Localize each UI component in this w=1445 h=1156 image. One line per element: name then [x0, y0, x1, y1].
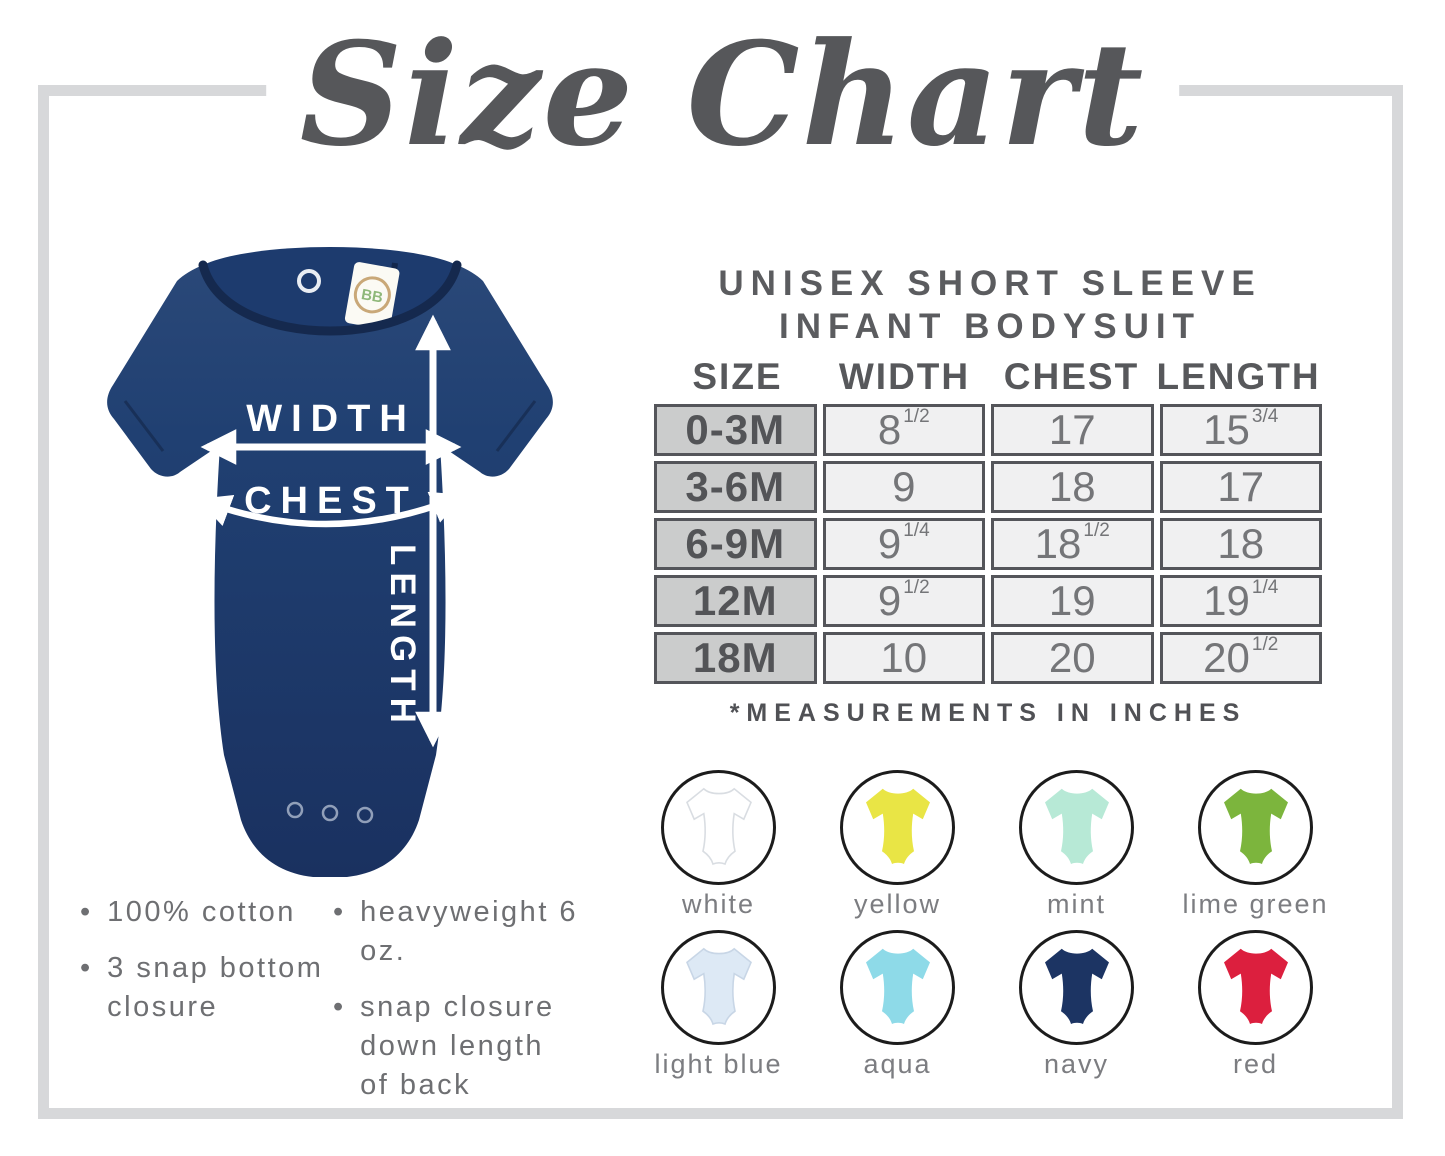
swatch-label: yellow [853, 889, 942, 919]
bodysuit-icon [865, 948, 930, 1024]
swatch-circle [1019, 770, 1134, 885]
bullet-dot: • [333, 991, 344, 1023]
measure-cell: 17 [991, 404, 1154, 456]
measure-cell: 10 [822, 632, 985, 684]
swatch-circle [840, 930, 955, 1045]
column-header-chest: CHEST [1003, 356, 1140, 397]
product-heading: UNISEX SHORT SLEEVE INFANT BODYSUIT [620, 262, 1360, 348]
page-title: Size Chart [265, 0, 1180, 190]
neck-snap-ring [297, 269, 321, 293]
swatch-red: red [1166, 930, 1345, 1080]
measurements-footnote: *MEASUREMENTS IN INCHES [729, 699, 1247, 727]
feature-item: • 100% cotton [80, 893, 330, 932]
measure-cell: 17 [1159, 461, 1322, 513]
measure-cell: 15 3/4 [1159, 404, 1322, 456]
swatch-circle [661, 930, 776, 1045]
feature-item: • 3 snap bottom closure [80, 949, 330, 1027]
bodysuit-diagram: BB WIDTH CHEST LEN [85, 225, 575, 880]
swatch-label: red [1232, 1049, 1279, 1079]
bullet-dot: • [333, 896, 344, 928]
product-heading-line2: INFANT BODYSUIT [779, 307, 1201, 346]
measure-cell: 18 1/2 [991, 518, 1154, 570]
bodysuit-icon [1044, 788, 1109, 864]
measure-cell: 8 1/2 [822, 404, 985, 456]
feature-item: • heavyweight 6 oz. [333, 893, 633, 971]
features-column-2: • heavyweight 6 oz. • snap closure down leng… [333, 893, 633, 1122]
bodysuit-icon [1223, 788, 1288, 864]
measure-cell: 9 [822, 461, 985, 513]
measure-cell: 18 [1159, 518, 1322, 570]
bottom-snaps [286, 801, 374, 824]
bodysuit-icon [865, 788, 930, 864]
length-label: LENGTH [383, 544, 422, 730]
bodysuit-garment [107, 265, 553, 877]
swatch-circle [661, 770, 776, 885]
bullet-dot: • [80, 952, 91, 984]
features-column-1: • 100% cotton • 3 snap bottom closure [80, 893, 330, 1044]
swatch-label: white [681, 889, 756, 919]
size-table-header: SIZE WIDTH CHEST LENGTH [654, 356, 1322, 398]
swatch-circle [840, 770, 955, 885]
feature-text: 3 snap bottom closure [107, 952, 324, 1023]
swatch-light-blue: light blue [629, 930, 808, 1080]
feature-text: snap closure down length of back [360, 991, 555, 1101]
swatch-navy: navy [987, 930, 1166, 1080]
feature-item: • snap closure down length of back [333, 988, 633, 1105]
swatch-circle [1198, 770, 1313, 885]
measure-cell: 19 1/4 [1159, 575, 1322, 627]
swatch-circle [1198, 930, 1313, 1045]
swatch-label: aqua [863, 1049, 932, 1079]
feature-text: 100% cotton [107, 896, 296, 928]
tag-logo: BB [360, 286, 384, 307]
bodysuit-tag: BB [344, 262, 400, 330]
swatch-label: mint [1046, 889, 1106, 919]
color-swatches: white yellow mint lime green light blue aqua n… [629, 770, 1345, 1080]
measure-cell: 18 [991, 461, 1154, 513]
measure-cell: 20 1/2 [1159, 632, 1322, 684]
size-cell-0-3m: 0-3M [654, 404, 817, 456]
swatch-label: light blue [654, 1049, 783, 1079]
sleeve-hem-right [495, 400, 537, 452]
neckline-band [198, 260, 462, 336]
size-cell-6-9m: 6-9M [654, 518, 817, 570]
bodysuit-icon [1044, 948, 1109, 1024]
bodysuit-icon [685, 787, 752, 865]
column-header-size: SIZE [692, 356, 783, 397]
feature-text: heavyweight 6 oz. [360, 896, 579, 967]
column-header-width: WIDTH [838, 356, 971, 397]
sleeve-hem-left [123, 400, 165, 452]
page-title-text: Size Chart [299, 12, 1146, 178]
measure-cell: 19 [991, 575, 1154, 627]
size-cell-12m: 12M [654, 575, 817, 627]
measure-cell: 9 1/4 [822, 518, 985, 570]
swatch-lime-green: lime green [1166, 770, 1345, 920]
swatch-circle [1019, 930, 1134, 1045]
swatch-yellow: yellow [808, 770, 987, 920]
bodysuit-icon [685, 947, 752, 1025]
bullet-dot: • [80, 896, 91, 928]
bodysuit-icon [1223, 948, 1288, 1024]
swatch-aqua: aqua [808, 930, 987, 1080]
swatch-mint: mint [987, 770, 1166, 920]
bodysuit-diagram-svg: BB WIDTH CHEST LEN [107, 247, 553, 877]
measure-cell: 20 [991, 632, 1154, 684]
size-cell-3-6m: 3-6M [654, 461, 817, 513]
measure-cell: 9 1/2 [822, 575, 985, 627]
size-table: 0-3M 8 1/2 17 15 3/4 3-6M 9 18 17 6-9M 9 1/4 18 1/2 18 1… [654, 404, 1322, 684]
width-label: WIDTH [246, 398, 416, 440]
column-header-length: LENGTH [1156, 356, 1321, 397]
swatch-label: navy [1043, 1049, 1110, 1079]
swatch-label: lime green [1182, 889, 1329, 919]
swatch-white: white [629, 770, 808, 920]
product-heading-line1: UNISEX SHORT SLEEVE [718, 264, 1262, 303]
size-cell-18m: 18M [654, 632, 817, 684]
